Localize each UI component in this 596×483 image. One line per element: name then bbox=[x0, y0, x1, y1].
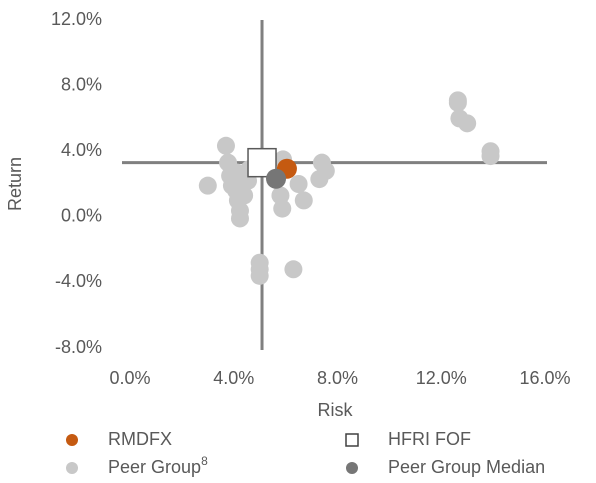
legend-label: Peer Group Median bbox=[388, 457, 545, 477]
data-point bbox=[448, 91, 467, 110]
y-tick-label: 12.0% bbox=[51, 9, 102, 29]
x-tick-label: 0.0% bbox=[109, 368, 150, 388]
y-tick-label: -8.0% bbox=[55, 337, 102, 357]
x-tick-label: 4.0% bbox=[213, 368, 254, 388]
legend-marker bbox=[346, 462, 358, 474]
data-point bbox=[216, 136, 235, 155]
data-point bbox=[310, 170, 329, 189]
legend-name: RMDFX bbox=[108, 429, 172, 449]
legend-marker bbox=[66, 462, 78, 474]
x-tick-label: 12.0% bbox=[416, 368, 467, 388]
legend-marker bbox=[345, 433, 359, 447]
data-point bbox=[235, 186, 254, 205]
legend-name: Peer Group bbox=[108, 457, 201, 477]
legend-label: Peer Group8 bbox=[108, 454, 208, 477]
y-tick-label: -4.0% bbox=[55, 271, 102, 291]
x-tick-label: 16.0% bbox=[519, 368, 570, 388]
y-axis-label: Return bbox=[5, 157, 25, 211]
data-point bbox=[250, 260, 269, 279]
data-point bbox=[230, 209, 249, 228]
data-point bbox=[284, 260, 303, 279]
y-tick-label: 4.0% bbox=[61, 140, 102, 160]
data-point bbox=[266, 168, 287, 189]
legend-name: Peer Group Median bbox=[388, 457, 545, 477]
legend-marker bbox=[66, 434, 78, 446]
y-tick-label: 8.0% bbox=[61, 74, 102, 94]
data-point bbox=[273, 199, 292, 218]
legend-label: RMDFX bbox=[108, 429, 172, 449]
data-point bbox=[289, 175, 308, 193]
data-point bbox=[198, 176, 217, 195]
legend-name: HFRI FOF bbox=[388, 429, 471, 449]
data-point bbox=[458, 114, 477, 133]
data-point bbox=[247, 147, 277, 178]
x-tick-label: 8.0% bbox=[317, 368, 358, 388]
x-axis-label: Risk bbox=[318, 400, 354, 420]
data-point bbox=[481, 147, 500, 166]
legend-label: HFRI FOF bbox=[388, 429, 471, 449]
y-tick-label: 0.0% bbox=[61, 206, 102, 226]
data-point bbox=[294, 191, 313, 210]
data-point bbox=[271, 186, 290, 205]
legend-superscript: 8 bbox=[201, 454, 208, 468]
